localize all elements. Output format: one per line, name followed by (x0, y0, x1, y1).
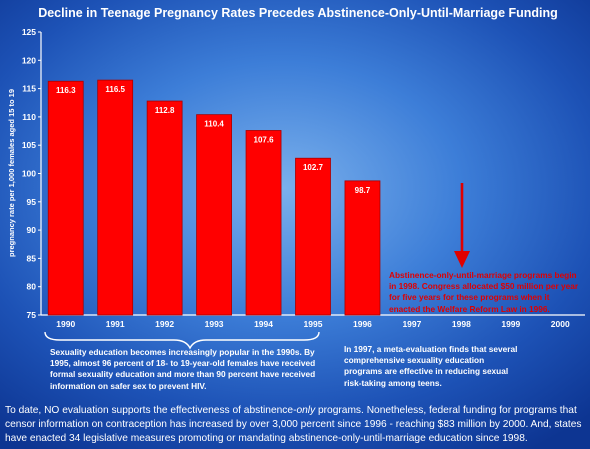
footer-emphasis: only (296, 405, 316, 416)
y-tick-label: 115 (22, 84, 36, 94)
x-tick-label: 1998 (452, 319, 471, 329)
data-label: 112.8 (155, 106, 175, 115)
data-label: 102.7 (303, 163, 324, 172)
x-tick-label: 1995 (304, 319, 323, 329)
y-tick-label: 120 (22, 55, 36, 65)
x-tick-label: 2000 (551, 319, 570, 329)
meta-evaluation-note: In 1997, a meta-evaluation finds that se… (344, 344, 518, 388)
footer-text: To date, NO evaluation supports the effe… (5, 404, 590, 446)
x-tick-label: 1996 (353, 319, 372, 329)
plot-area: 75 80 85 90 95 100 105 110 115 120 125 116.3 1990 116… (22, 27, 585, 329)
x-tick-label: 1990 (56, 319, 75, 329)
x-tick-label: 1999 (501, 319, 520, 329)
y-tick-label: 105 (22, 140, 36, 150)
data-label: 98.7 (355, 186, 371, 195)
sexuality-education-note: Sexuality education becomes increasingly… (50, 347, 316, 391)
y-tick-label: 75 (27, 310, 37, 320)
x-tick-label: 1992 (155, 319, 174, 329)
funding-arrow (454, 183, 470, 268)
x-tick-label: 1993 (205, 319, 224, 329)
data-label: 110.4 (204, 120, 224, 129)
bar (295, 157, 331, 316)
arrow-head (454, 251, 470, 268)
y-tick-label: 80 (27, 282, 37, 292)
y-tick-label: 125 (22, 27, 36, 37)
x-tick-label: 1997 (402, 319, 421, 329)
y-tick-label: 90 (27, 225, 37, 235)
y-axis-label: pregnancy rate per 1,000 females aged 15… (7, 89, 16, 257)
y-tick-label: 95 (27, 197, 37, 207)
bar (344, 180, 381, 316)
footer-part2: programs. Nonetheless, federal funding f… (5, 405, 582, 444)
y-tick-label: 100 (22, 169, 36, 179)
x-tick-label: 1991 (106, 319, 125, 329)
data-label: 116.3 (56, 86, 76, 95)
data-label: 107.6 (254, 135, 275, 144)
bar (97, 79, 134, 316)
bar (245, 130, 282, 316)
y-tick-label: 85 (27, 253, 37, 263)
chart-title: Decline in Teenage Pregnancy Rates Prece… (38, 6, 558, 20)
bar (146, 100, 183, 316)
footer-part1: To date, NO evaluation supports the effe… (5, 405, 297, 416)
bar (47, 80, 84, 316)
funding-note: Abstinence-only-until-marriage programs … (389, 270, 579, 314)
x-tick-label: 1994 (254, 319, 273, 329)
years-brace (44, 331, 320, 350)
bar (196, 114, 232, 316)
data-label: 116.5 (105, 85, 125, 94)
y-tick-label: 110 (22, 112, 36, 122)
